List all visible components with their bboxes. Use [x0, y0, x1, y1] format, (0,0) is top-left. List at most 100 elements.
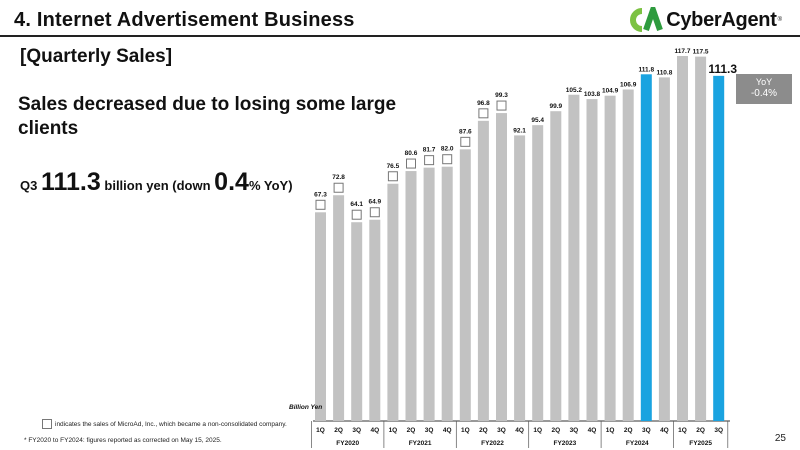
x-tick-label: 3Q: [642, 427, 651, 434]
data-label: 87.6: [459, 128, 472, 135]
data-label: 99.9: [549, 103, 562, 110]
bar: [604, 95, 616, 421]
x-tick-label: 1Q: [316, 427, 325, 434]
data-label: 82.0: [441, 146, 454, 153]
data-label: 81.7: [423, 147, 436, 154]
x-tick-label: 4Q: [588, 427, 597, 434]
bar: [514, 135, 526, 421]
x-tick-label: 3Q: [497, 427, 506, 434]
data-label: 104.9: [602, 88, 619, 95]
x-tick-label: 1Q: [678, 427, 687, 434]
summary-middle: billion yen (down: [100, 178, 215, 193]
yoy-badge-value: -0.4%: [750, 88, 778, 99]
yoy-badge: YoY -0.4%: [736, 74, 792, 104]
microad-marker: [333, 182, 344, 193]
microad-marker: [460, 136, 471, 147]
summary-prefix: Q3: [20, 178, 41, 193]
x-tick-label: 4Q: [515, 427, 524, 434]
x-tick-label: 3Q: [425, 427, 434, 434]
logo: CyberAgent ®: [628, 0, 782, 34]
headline: Sales decreased due to losing some large…: [18, 94, 397, 139]
x-tick-label: 3Q: [714, 427, 723, 434]
x-tick-label: 1Q: [533, 427, 542, 434]
data-label: 95.4: [531, 117, 544, 124]
bar: [568, 94, 580, 422]
microad-marker: [406, 158, 416, 169]
summary-pct: 0.4: [214, 168, 249, 196]
bar: [713, 75, 725, 421]
bar: [586, 99, 598, 422]
bar: [441, 166, 453, 421]
x-tick-label: 2Q: [696, 427, 705, 434]
summary-amount: 111.3: [40, 168, 101, 196]
data-label: 106.9: [620, 81, 637, 88]
x-tick-label: 1Q: [461, 427, 470, 434]
x-tick-label: 2Q: [551, 427, 560, 434]
bar: [387, 183, 399, 421]
data-label: 99.3: [495, 92, 508, 99]
x-tick-label: 2Q: [479, 427, 488, 434]
bar: [695, 56, 707, 422]
data-label: 105.2: [566, 87, 583, 94]
bar: [333, 195, 345, 421]
x-tick-label: 2Q: [407, 427, 416, 434]
bar: [423, 167, 435, 421]
x-tick-label: 1Q: [606, 427, 615, 434]
microad-marker: [496, 100, 507, 111]
data-label: 67.3: [314, 191, 327, 198]
x-group-label: FY2024: [626, 440, 649, 447]
data-label: 80.6: [405, 150, 418, 157]
x-tick-label: 4Q: [370, 427, 379, 434]
bar: [477, 120, 489, 422]
microad-marker: [351, 209, 362, 220]
bar: [496, 113, 507, 421]
yoy-badge-label: YoY: [755, 77, 773, 87]
microad-marker: [442, 154, 453, 165]
microad-marker: [424, 155, 435, 166]
summary-suffix: % YoY): [248, 178, 293, 193]
bar: [405, 171, 417, 421]
x-tick-label: 3Q: [570, 427, 579, 434]
data-label: 64.9: [368, 199, 381, 206]
bar: [677, 56, 688, 421]
x-tick-label: 2Q: [624, 427, 633, 434]
x-group-label: FY2023: [554, 440, 577, 447]
logo-registered-mark: ®: [777, 17, 782, 23]
x-group-label: FY2020: [336, 440, 359, 447]
y-unit-label: Billion Yen: [289, 404, 323, 411]
logo-text: CyberAgent: [666, 8, 777, 31]
cyberagent-logo-icon: [628, 0, 664, 33]
x-tick-label: 3Q: [352, 427, 361, 434]
data-label: 117.7: [675, 48, 691, 55]
header-title: 4. Internet Advertisement Business: [14, 9, 355, 31]
data-label: 110.8: [656, 69, 672, 76]
x-tick-label: 4Q: [660, 427, 669, 434]
microad-marker: [387, 171, 398, 182]
summary-line: Q3 111.3 billion yen (down 0.4% YoY): [20, 168, 293, 197]
legend: indicates the sales of MicroAd, Inc., wh…: [42, 419, 287, 429]
bar: [640, 74, 652, 422]
data-label: 103.8: [584, 91, 601, 98]
data-label: 92.1: [513, 127, 526, 134]
x-group-label: FY2025: [689, 440, 712, 447]
bar: [622, 89, 634, 421]
bar: [658, 77, 670, 422]
bar: [315, 212, 326, 421]
microad-marker: [315, 199, 326, 210]
legend-text: indicates the sales of MicroAd, Inc., wh…: [55, 420, 287, 428]
microad-marker: [369, 207, 380, 218]
data-label: 111.3: [708, 62, 737, 76]
x-group-label: FY2022: [481, 440, 504, 447]
x-tick-label: 1Q: [389, 427, 398, 434]
data-label: 72.8: [332, 174, 345, 181]
x-group-label: FY2021: [409, 440, 432, 447]
bar: [351, 222, 363, 421]
x-tick-label: 4Q: [443, 427, 452, 434]
page-number: 25: [774, 433, 786, 444]
bar: [369, 219, 381, 421]
data-label: 76.5: [387, 163, 400, 170]
bar: [550, 111, 562, 422]
bar: [532, 125, 544, 421]
header-divider: [0, 35, 800, 37]
